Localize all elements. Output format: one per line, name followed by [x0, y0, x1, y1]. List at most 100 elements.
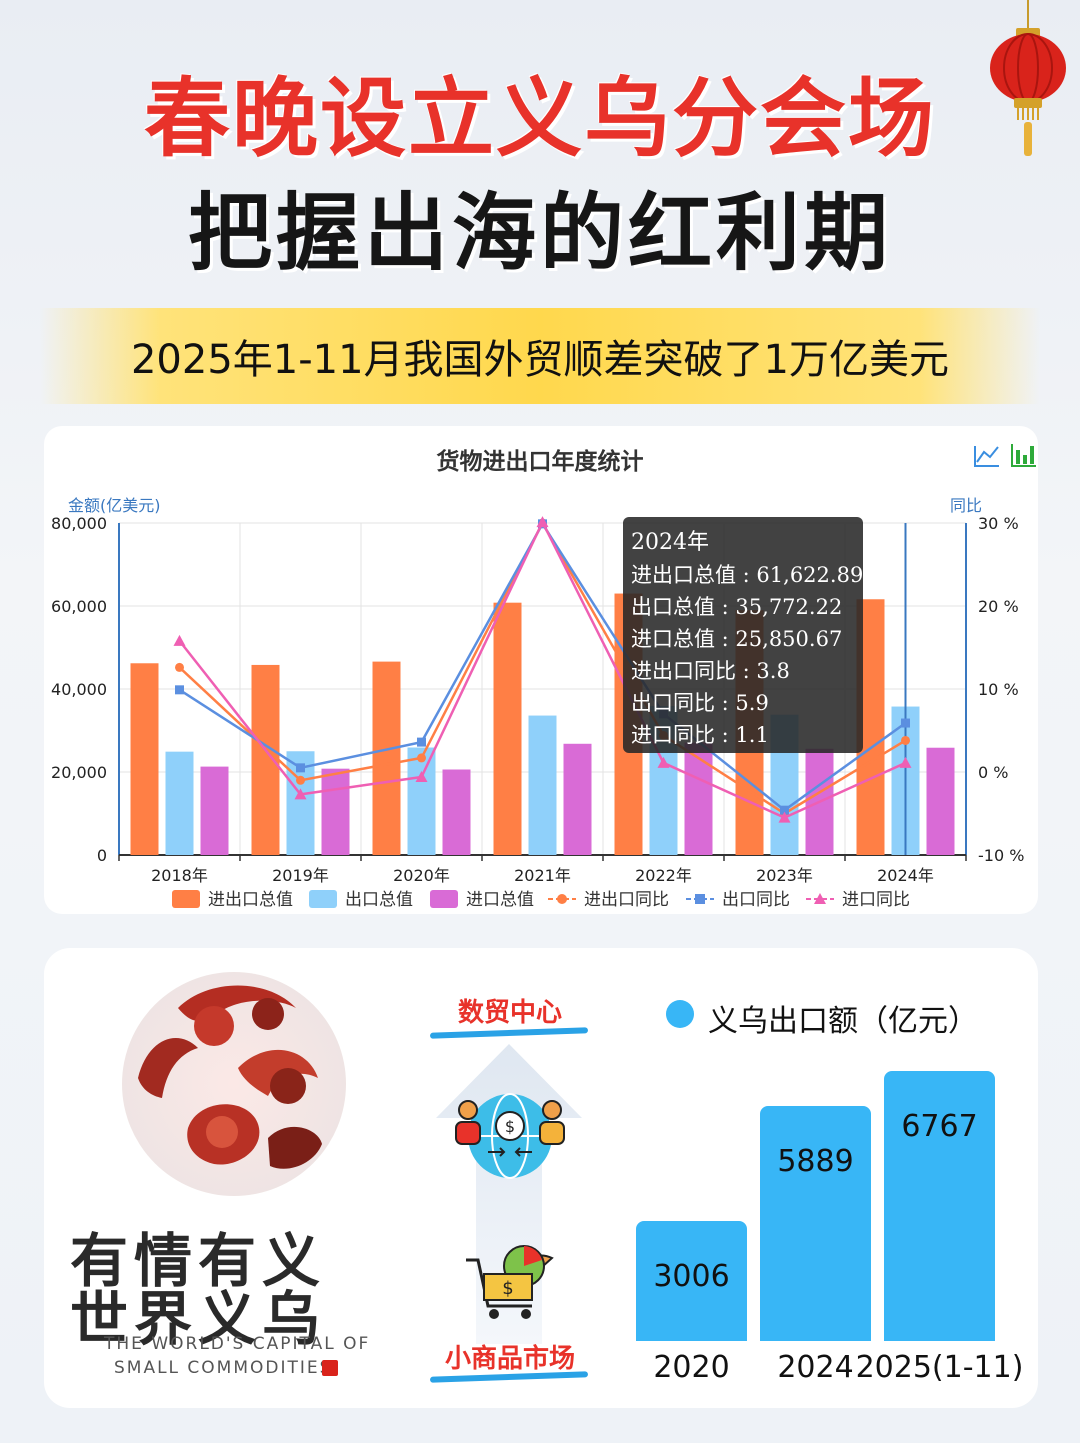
line-import-yoy-point	[294, 788, 307, 800]
bar-import	[926, 747, 955, 855]
legend-label: 出口总值	[345, 890, 413, 910]
line-chart-icon-axis	[974, 446, 999, 467]
seal-english-line1: THE WORLD'S CAPITAL OF	[104, 1334, 371, 1354]
bar-export	[165, 751, 194, 855]
lantern-icon	[990, 0, 1066, 156]
seal-english-line2: SMALL COMMODITIES	[114, 1358, 333, 1378]
y-tick-label-left: 60,000	[51, 597, 107, 616]
line-import-yoy-point	[899, 756, 912, 768]
yiwu-bar-category: 2025(1-11)	[855, 1350, 1024, 1385]
tooltip-box	[623, 517, 863, 753]
legend-label: 进出口同比	[584, 890, 669, 910]
legend-marker	[557, 894, 567, 904]
tooltip-line: 进口同比 : 1.1	[631, 723, 769, 747]
legend-label: 进口总值	[466, 890, 534, 910]
y-tick-label-left: 20,000	[51, 763, 107, 782]
yiwu-bar-value: 5889	[777, 1144, 854, 1180]
line-export-yoy-point	[296, 763, 305, 773]
tooltip-title: 2024年	[631, 530, 709, 555]
line-import-yoy-point	[778, 811, 791, 823]
x-tick-label: 2024年	[877, 866, 934, 885]
line-export-yoy-point	[780, 805, 789, 815]
line-total-yoy-point	[175, 662, 184, 672]
tooltip-line: 进出口同比 : 3.8	[631, 659, 790, 683]
legend-label: 进出口总值	[208, 890, 293, 910]
line-import-yoy-point	[657, 756, 670, 768]
svg-text:$: $	[502, 1278, 513, 1299]
line-total-yoy-point	[296, 775, 305, 785]
bar-import	[563, 743, 592, 855]
svg-text:$: $	[505, 1117, 515, 1136]
y-tick-label-right: 10 %	[978, 680, 1019, 699]
legend-label: 进口同比	[842, 890, 910, 910]
bar-total	[251, 664, 280, 855]
y-tick-label-left: 40,000	[51, 680, 107, 699]
yiwu-bar-value: 6767	[901, 1109, 978, 1144]
tooltip-line: 出口总值 : 35,772.22	[631, 595, 842, 619]
headline-line1: 春晚设立义乌分会场	[144, 69, 936, 169]
line-export-yoy-point	[901, 718, 910, 728]
y-tick-label-right: 0 %	[978, 763, 1008, 782]
bar-import	[321, 768, 350, 855]
legend-swatch	[309, 890, 337, 908]
bar-export	[407, 747, 436, 855]
bar-import	[200, 766, 229, 855]
legend-marker	[814, 893, 826, 904]
x-tick-label: 2018年	[151, 866, 208, 885]
y-tick-label-right: 20 %	[978, 597, 1019, 616]
seal-slogan-line2: 世界义乌	[70, 1285, 327, 1353]
y-axis-title-right: 同比	[950, 496, 982, 515]
legend-label: 出口同比	[722, 890, 790, 910]
line-export-yoy-point	[175, 685, 184, 695]
headline-line2: 把握出海的红利期	[187, 184, 892, 282]
y-tick-label-right: -10 %	[978, 846, 1024, 865]
trade-chart: 80,000 60,000 40,000 20,000 0 30 % 20 % 10 % 0 %…	[51, 444, 1036, 910]
bar-chart-icon-bar	[1016, 450, 1020, 464]
tooltip-line: 进出口总值 : 61,622.89	[631, 563, 863, 587]
tooltip-line: 进口总值 : 25,850.67	[631, 627, 842, 651]
legend-marker	[695, 894, 705, 904]
line-chart-toggle-icon[interactable]	[974, 446, 999, 467]
bar-import	[684, 742, 713, 855]
y-tick-label-right: 30 %	[978, 514, 1019, 533]
headline-banner: 2025年1-11月我国外贸顺差突破了1万亿美元	[40, 308, 1040, 404]
yiwu-bar-category: 2020	[653, 1350, 730, 1385]
bar-total	[130, 663, 159, 855]
yiwu-bar-value: 3006	[653, 1259, 730, 1295]
yiwu-bar	[636, 1221, 747, 1341]
y-axis-title-left: 金额(亿美元)	[68, 496, 161, 515]
y-tick-label-left: 80,000	[51, 514, 107, 533]
bar-chart-icon-bar	[1030, 446, 1034, 464]
yiwu-bar-category: 2024	[777, 1350, 854, 1385]
line-total-yoy-point	[417, 753, 426, 763]
x-tick-label: 2019年	[272, 866, 329, 885]
bar-total	[372, 661, 401, 855]
flow-bottom-label: 小商品市场	[444, 1344, 575, 1374]
seal-stamp-icon	[322, 1360, 338, 1376]
line-import-yoy-point	[536, 516, 549, 528]
yiwu-bar	[760, 1106, 871, 1341]
x-tick-label: 2020年	[393, 866, 450, 885]
bar-chart-toggle-icon[interactable]	[1011, 444, 1036, 467]
bar-total	[493, 602, 522, 855]
bar-chart-icon-bar	[1023, 455, 1027, 464]
x-tick-label: 2023年	[756, 866, 813, 885]
bar-import	[442, 769, 471, 855]
x-tick-label: 2022年	[635, 866, 692, 885]
yiwu-legend-label: 义乌出口额（亿元）	[708, 1004, 978, 1039]
chart-title: 货物进出口年度统计	[436, 449, 644, 475]
yiwu-emblem-icon	[122, 972, 346, 1196]
line-chart-icon-path	[976, 446, 999, 463]
digital-trade-icon: $	[455, 1093, 565, 1179]
yiwu-legend-dot	[666, 1000, 694, 1028]
legend-swatch	[172, 890, 200, 908]
up-arrow-icon	[436, 1044, 582, 1344]
flow-top-label: 数贸中心	[457, 998, 562, 1028]
shopping-cart-icon: $	[466, 1245, 554, 1319]
tooltip-line: 出口同比 : 5.9	[631, 691, 769, 715]
yiwu-bar	[884, 1071, 995, 1341]
line-import-yoy-point	[173, 634, 186, 646]
bar-chart-icon-axis	[1011, 444, 1036, 467]
x-tick-label: 2021年	[514, 866, 571, 885]
y-tick-label-left: 0	[97, 846, 107, 865]
